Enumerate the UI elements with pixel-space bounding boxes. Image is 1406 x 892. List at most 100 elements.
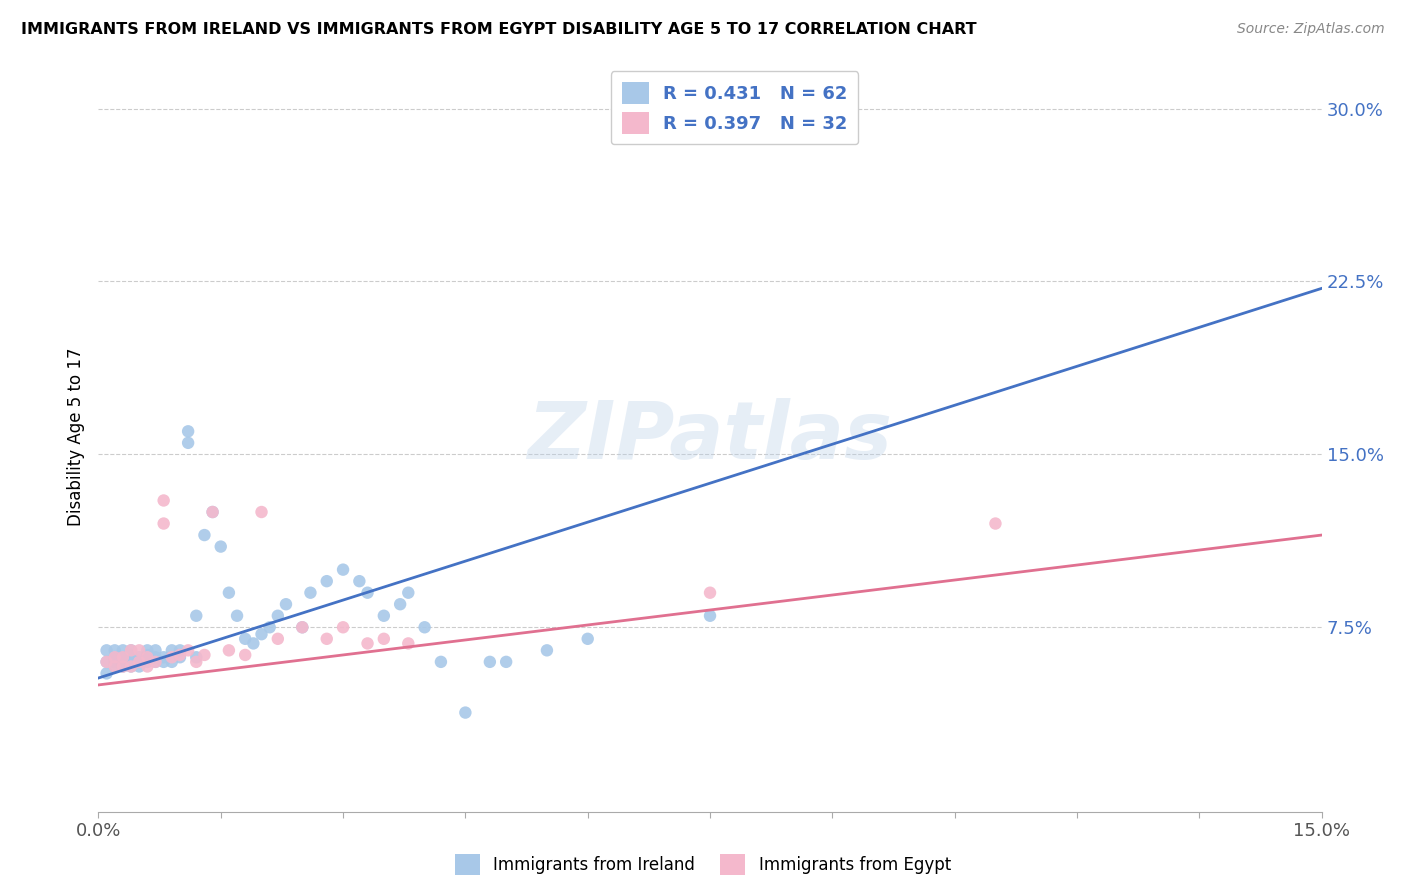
Point [128, 659, 150, 673]
Point [136, 643, 159, 657]
Point [169, 648, 191, 662]
Point [274, 597, 297, 611]
Point [984, 516, 1007, 531]
Point [104, 655, 127, 669]
Point [218, 643, 240, 657]
Point [177, 643, 200, 657]
Point [145, 655, 167, 669]
Point [136, 650, 159, 665]
Point [177, 435, 200, 450]
Point [413, 620, 436, 634]
Point [315, 574, 337, 589]
Point [226, 608, 249, 623]
Point [152, 655, 174, 669]
Point [145, 650, 167, 665]
Point [356, 636, 378, 650]
Point [120, 643, 142, 657]
Point [373, 632, 395, 646]
Point [291, 620, 314, 634]
Point [169, 650, 191, 665]
Point [193, 528, 215, 542]
Point [186, 608, 208, 623]
Point [111, 659, 134, 673]
Point [356, 585, 378, 599]
Point [104, 650, 127, 665]
Point [430, 655, 453, 669]
Point [120, 643, 142, 657]
Text: IMMIGRANTS FROM IRELAND VS IMMIGRANTS FROM EGYPT DISABILITY AGE 5 TO 17 CORRELAT: IMMIGRANTS FROM IRELAND VS IMMIGRANTS FR… [21, 22, 977, 37]
Point [495, 655, 517, 669]
Point [201, 505, 224, 519]
Point [160, 650, 183, 665]
Point [128, 643, 150, 657]
Point [396, 585, 419, 599]
Point [145, 655, 167, 669]
Point [186, 650, 208, 665]
Point [267, 632, 290, 646]
Text: ZIPatlas: ZIPatlas [527, 398, 893, 476]
Point [111, 650, 134, 665]
Point [186, 655, 208, 669]
Point [120, 659, 142, 673]
Point [145, 643, 167, 657]
Point [120, 659, 142, 673]
Point [96, 666, 118, 681]
Point [332, 620, 354, 634]
Point [536, 643, 558, 657]
Point [160, 655, 183, 669]
Point [111, 643, 134, 657]
Point [250, 627, 273, 641]
Point [373, 608, 395, 623]
Point [136, 648, 159, 662]
Point [160, 643, 183, 657]
Point [96, 655, 118, 669]
Legend: Immigrants from Ireland, Immigrants from Egypt: Immigrants from Ireland, Immigrants from… [456, 855, 950, 875]
Point [478, 655, 501, 669]
Point [201, 505, 224, 519]
Point [111, 650, 134, 665]
Point [128, 655, 150, 669]
Point [104, 650, 127, 665]
Point [315, 632, 337, 646]
Point [299, 585, 322, 599]
Point [699, 585, 721, 599]
Point [111, 659, 134, 673]
Point [111, 655, 134, 669]
Point [218, 585, 240, 599]
Point [396, 636, 419, 650]
Point [267, 608, 290, 623]
Point [152, 650, 174, 665]
Point [699, 608, 721, 623]
Point [104, 643, 127, 657]
Point [104, 659, 127, 673]
Point [454, 706, 477, 720]
Point [233, 648, 256, 662]
Legend: R = 0.431   N = 62, R = 0.397   N = 32: R = 0.431 N = 62, R = 0.397 N = 32 [610, 71, 858, 145]
Point [259, 620, 281, 634]
Point [291, 620, 314, 634]
Point [120, 655, 142, 669]
Point [128, 650, 150, 665]
Point [332, 563, 354, 577]
Point [96, 643, 118, 657]
Y-axis label: Disability Age 5 to 17: Disability Age 5 to 17 [66, 348, 84, 526]
Point [349, 574, 371, 589]
Point [389, 597, 412, 611]
Point [152, 516, 174, 531]
Point [104, 659, 127, 673]
Point [169, 643, 191, 657]
Point [233, 632, 256, 646]
Point [136, 655, 159, 669]
Point [193, 648, 215, 662]
Text: Source: ZipAtlas.com: Source: ZipAtlas.com [1237, 22, 1385, 37]
Point [136, 659, 159, 673]
Point [250, 505, 273, 519]
Point [177, 425, 200, 439]
Point [152, 493, 174, 508]
Point [128, 655, 150, 669]
Point [576, 632, 599, 646]
Point [96, 655, 118, 669]
Point [242, 636, 264, 650]
Point [120, 648, 142, 662]
Point [209, 540, 232, 554]
